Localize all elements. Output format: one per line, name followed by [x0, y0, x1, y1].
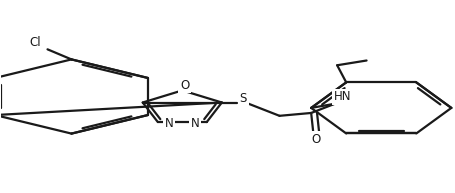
Text: Cl: Cl — [30, 36, 41, 49]
Text: S: S — [240, 92, 247, 105]
Text: O: O — [312, 133, 321, 146]
Text: HN: HN — [334, 90, 351, 103]
Text: N: N — [191, 117, 200, 130]
Text: N: N — [165, 117, 173, 130]
Text: O: O — [180, 79, 189, 92]
